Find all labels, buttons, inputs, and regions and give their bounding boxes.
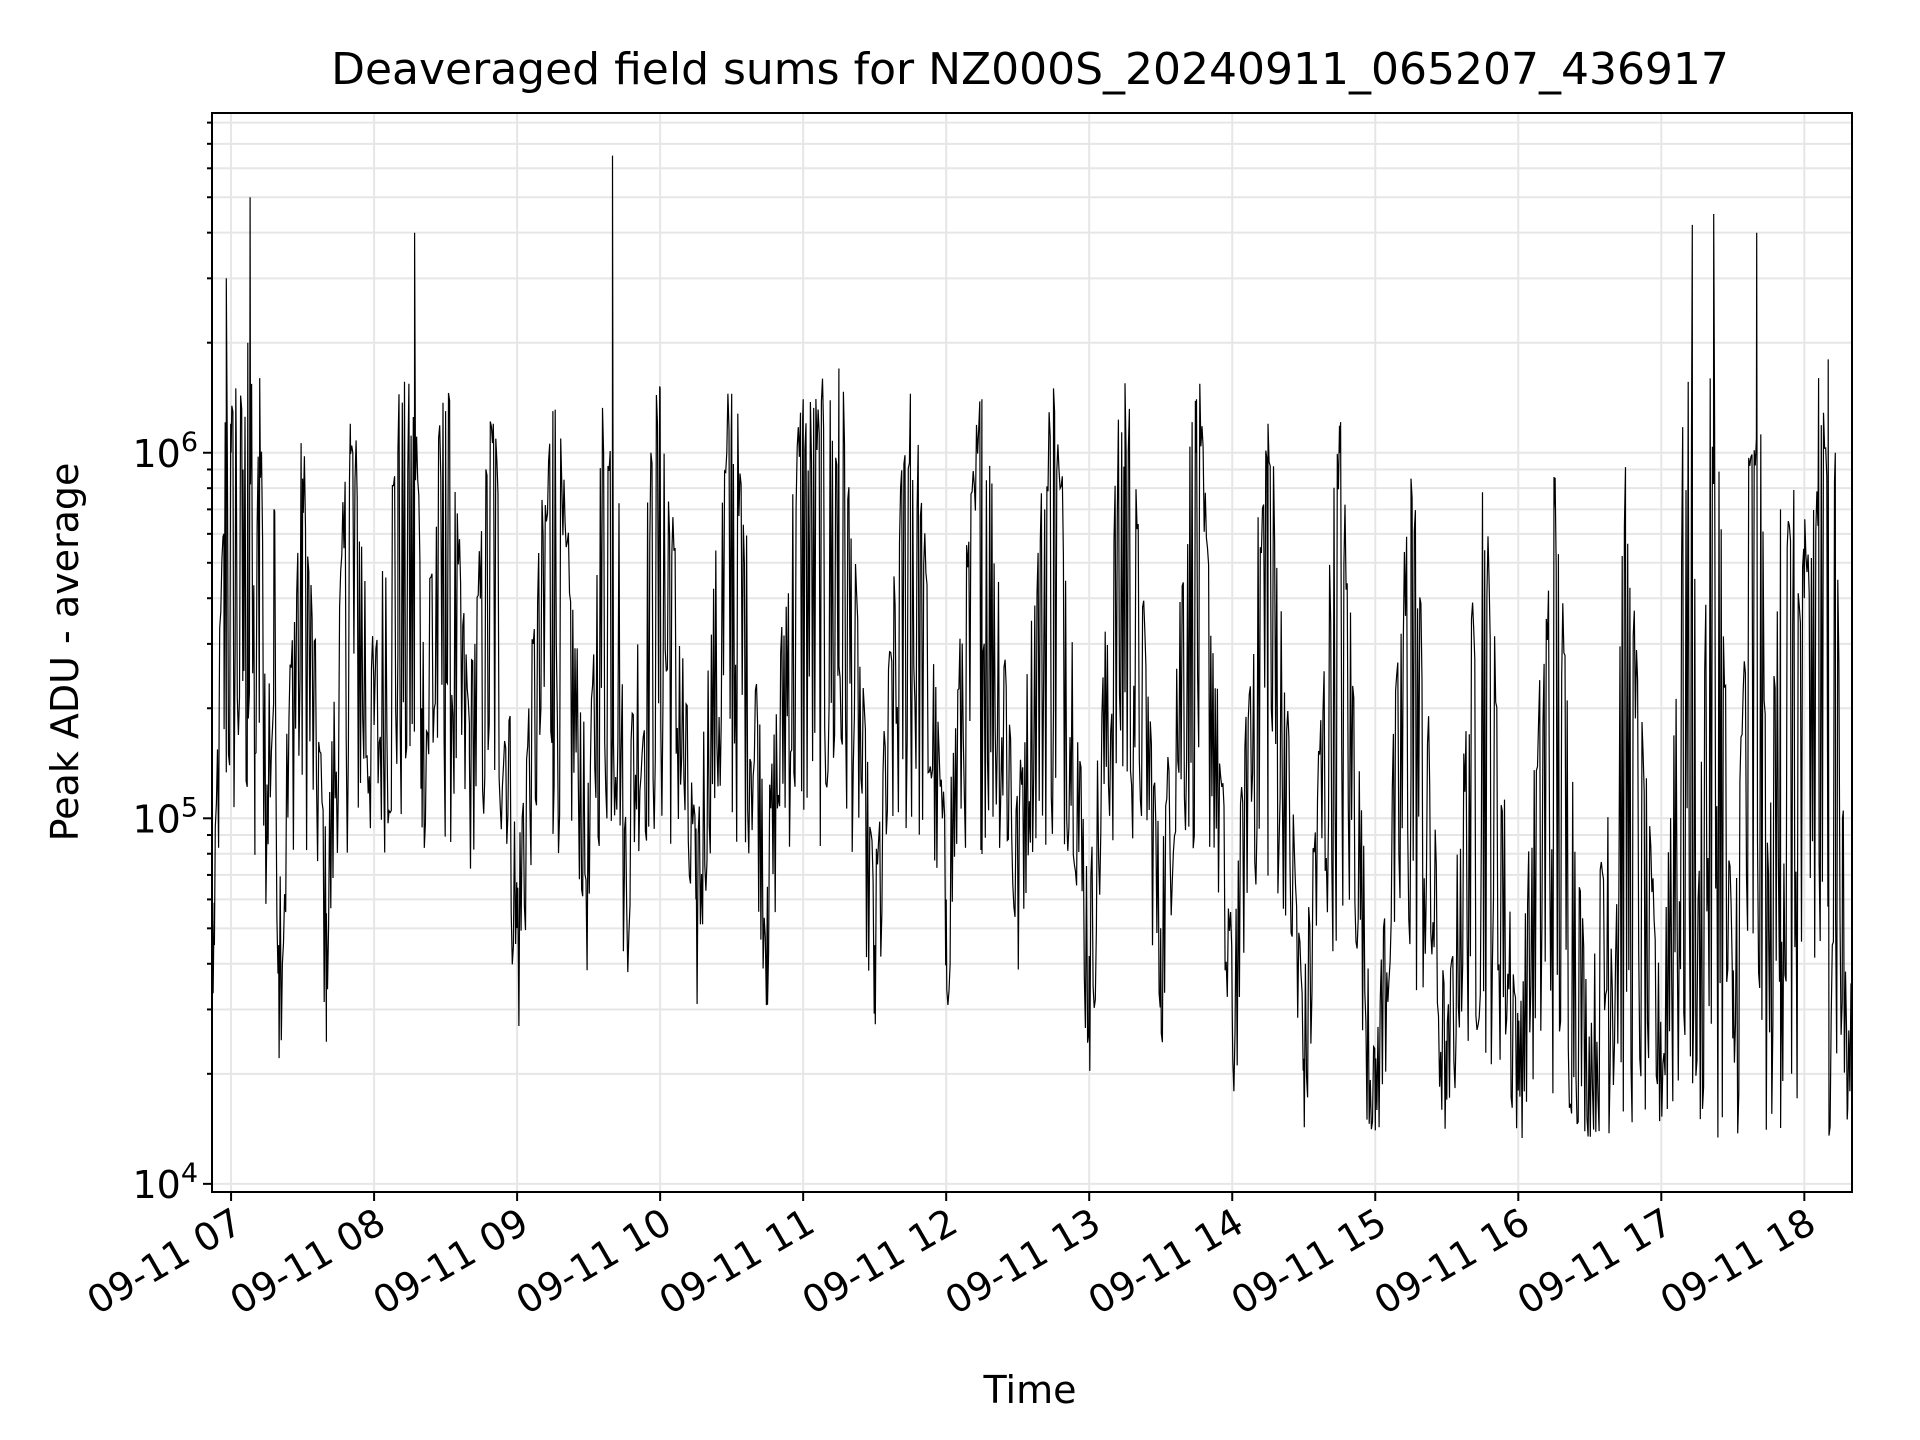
data-series — [211, 155, 1853, 1139]
y-axis-label: Peak ADU - average — [43, 463, 87, 842]
y-tick-base: 10 — [132, 797, 180, 841]
chart-title: Deaveraged field sums for NZ000S_2024091… — [331, 44, 1729, 95]
y-tick-exponent: 5 — [181, 792, 198, 823]
y-tick-label: 105 — [132, 792, 198, 841]
x-axis-label: Time — [983, 1368, 1077, 1412]
y-tick-label: 106 — [132, 427, 198, 476]
y-tick-base: 10 — [132, 432, 180, 476]
series-line — [211, 155, 1853, 1139]
y-tick-label: 104 — [132, 1158, 198, 1207]
y-tick-exponent: 6 — [181, 427, 198, 458]
y-tick-exponent: 4 — [181, 1158, 198, 1189]
plot-frame — [211, 112, 1853, 1193]
y-tick-base: 10 — [132, 1163, 180, 1207]
